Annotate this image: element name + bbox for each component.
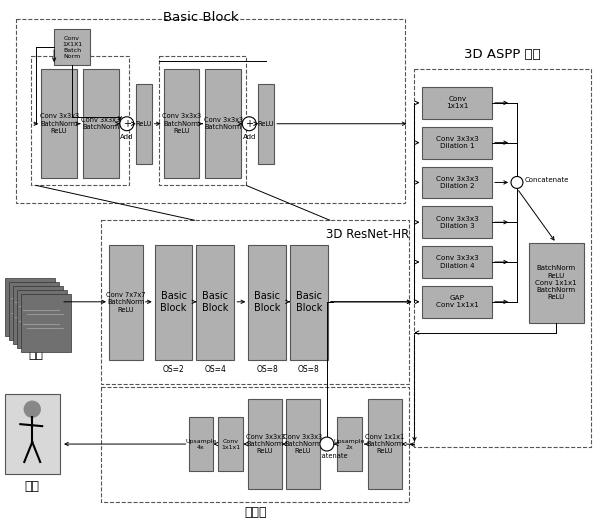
Text: Conv
1x1x1: Conv 1x1x1 — [221, 439, 241, 450]
Text: ReLU: ReLU — [258, 121, 275, 127]
Bar — [136, 84, 152, 164]
Bar — [31, 56, 129, 185]
Text: Concatenate: Concatenate — [525, 177, 570, 183]
Text: Basic
Block: Basic Block — [296, 292, 322, 313]
Bar — [159, 56, 246, 185]
Text: Add: Add — [120, 134, 134, 140]
Text: Basic
Block: Basic Block — [254, 292, 281, 313]
Text: Conv 3x3x3
BatchNorm: Conv 3x3x3 BatchNorm — [204, 117, 243, 131]
Text: Conv 1x1x1
BatchNorm
ReLU: Conv 1x1x1 BatchNorm ReLU — [365, 434, 404, 455]
Bar — [423, 167, 492, 199]
Bar — [423, 207, 492, 238]
Bar — [529, 243, 584, 323]
Bar — [16, 19, 405, 203]
Text: Conv
1X1X1
Batch
Norm: Conv 1X1X1 Batch Norm — [62, 36, 82, 58]
Text: Add: Add — [242, 134, 256, 140]
Text: +: + — [123, 119, 131, 129]
Text: Upsample
4x: Upsample 4x — [185, 439, 217, 450]
Text: Concatenate: Concatenate — [306, 453, 348, 459]
Bar — [205, 69, 241, 178]
Text: Conv 3x3x3
Dilation 2: Conv 3x3x3 Dilation 2 — [436, 176, 479, 189]
Text: 输入: 输入 — [29, 348, 44, 361]
Text: 解码器: 解码器 — [244, 506, 266, 519]
Text: Conv 3x3x3
BatchNorm
ReLU: Conv 3x3x3 BatchNorm ReLU — [245, 434, 285, 455]
Text: GAP
Conv 1x1x1: GAP Conv 1x1x1 — [436, 295, 479, 309]
Bar — [17, 290, 67, 348]
Bar — [101, 220, 410, 384]
Text: OS=4: OS=4 — [204, 365, 226, 374]
Text: Basic Block: Basic Block — [162, 11, 238, 24]
Circle shape — [320, 437, 334, 451]
Text: +: + — [245, 119, 253, 129]
Bar — [155, 245, 192, 359]
Text: 3D ASPP 模块: 3D ASPP 模块 — [464, 48, 541, 61]
Bar — [41, 69, 77, 178]
Bar — [423, 127, 492, 159]
Text: Conv 7x7x7
BatchNorm
ReLU: Conv 7x7x7 BatchNorm ReLU — [106, 292, 146, 313]
Text: Basic
Block: Basic Block — [202, 292, 229, 313]
Bar — [423, 87, 492, 119]
Bar — [21, 294, 71, 352]
Bar — [109, 245, 143, 359]
Circle shape — [24, 401, 40, 417]
Bar — [337, 417, 362, 471]
Bar — [423, 246, 492, 278]
Bar — [286, 399, 320, 489]
Text: OS=8: OS=8 — [298, 365, 320, 374]
Bar — [83, 69, 119, 178]
Text: 3D ResNet-HR: 3D ResNet-HR — [326, 228, 410, 241]
Text: Conv 3x3x3
BatchNorm
ReLU: Conv 3x3x3 BatchNorm ReLU — [162, 114, 201, 134]
Bar — [423, 286, 492, 318]
Text: Conv 3x3x3
Dilation 3: Conv 3x3x3 Dilation 3 — [436, 216, 479, 229]
Bar — [219, 417, 243, 471]
Bar — [13, 286, 63, 344]
Text: 输出: 输出 — [24, 480, 40, 493]
Text: ReLU: ReLU — [136, 121, 152, 127]
Text: Conv 3x3x3
BatchNorm
ReLU: Conv 3x3x3 BatchNorm ReLU — [284, 434, 322, 455]
Text: Upsample
2x: Upsample 2x — [334, 439, 365, 450]
Bar — [10, 282, 59, 340]
Bar — [101, 387, 410, 502]
Text: OS=8: OS=8 — [256, 365, 278, 374]
Text: OS=2: OS=2 — [163, 365, 184, 374]
Bar — [258, 84, 274, 164]
Bar — [189, 417, 213, 471]
Text: Conv 3x3x3
Dilation 1: Conv 3x3x3 Dilation 1 — [436, 136, 479, 149]
Circle shape — [511, 176, 523, 189]
Bar — [414, 69, 590, 447]
Bar — [196, 245, 234, 359]
Bar — [5, 278, 55, 336]
Bar — [290, 245, 328, 359]
Bar — [164, 69, 199, 178]
Bar — [5, 395, 60, 474]
Bar — [248, 399, 282, 489]
Text: Basic
Block: Basic Block — [161, 292, 187, 313]
Text: Conv 3x3x3
BatchNorm: Conv 3x3x3 BatchNorm — [81, 117, 121, 131]
Bar — [368, 399, 402, 489]
Text: Conv 3x3x3
BatchNorm
ReLU: Conv 3x3x3 BatchNorm ReLU — [39, 114, 79, 134]
Circle shape — [242, 117, 256, 131]
Bar — [54, 29, 90, 65]
Bar — [248, 245, 286, 359]
Text: Conv
1x1x1: Conv 1x1x1 — [446, 96, 469, 109]
Circle shape — [120, 117, 134, 131]
Text: Conv 3x3x3
Dilation 4: Conv 3x3x3 Dilation 4 — [436, 255, 479, 269]
Text: BatchNorm
ReLU
Conv 1x1x1
BatchNorm
ReLU: BatchNorm ReLU Conv 1x1x1 BatchNorm ReLU — [536, 266, 577, 301]
